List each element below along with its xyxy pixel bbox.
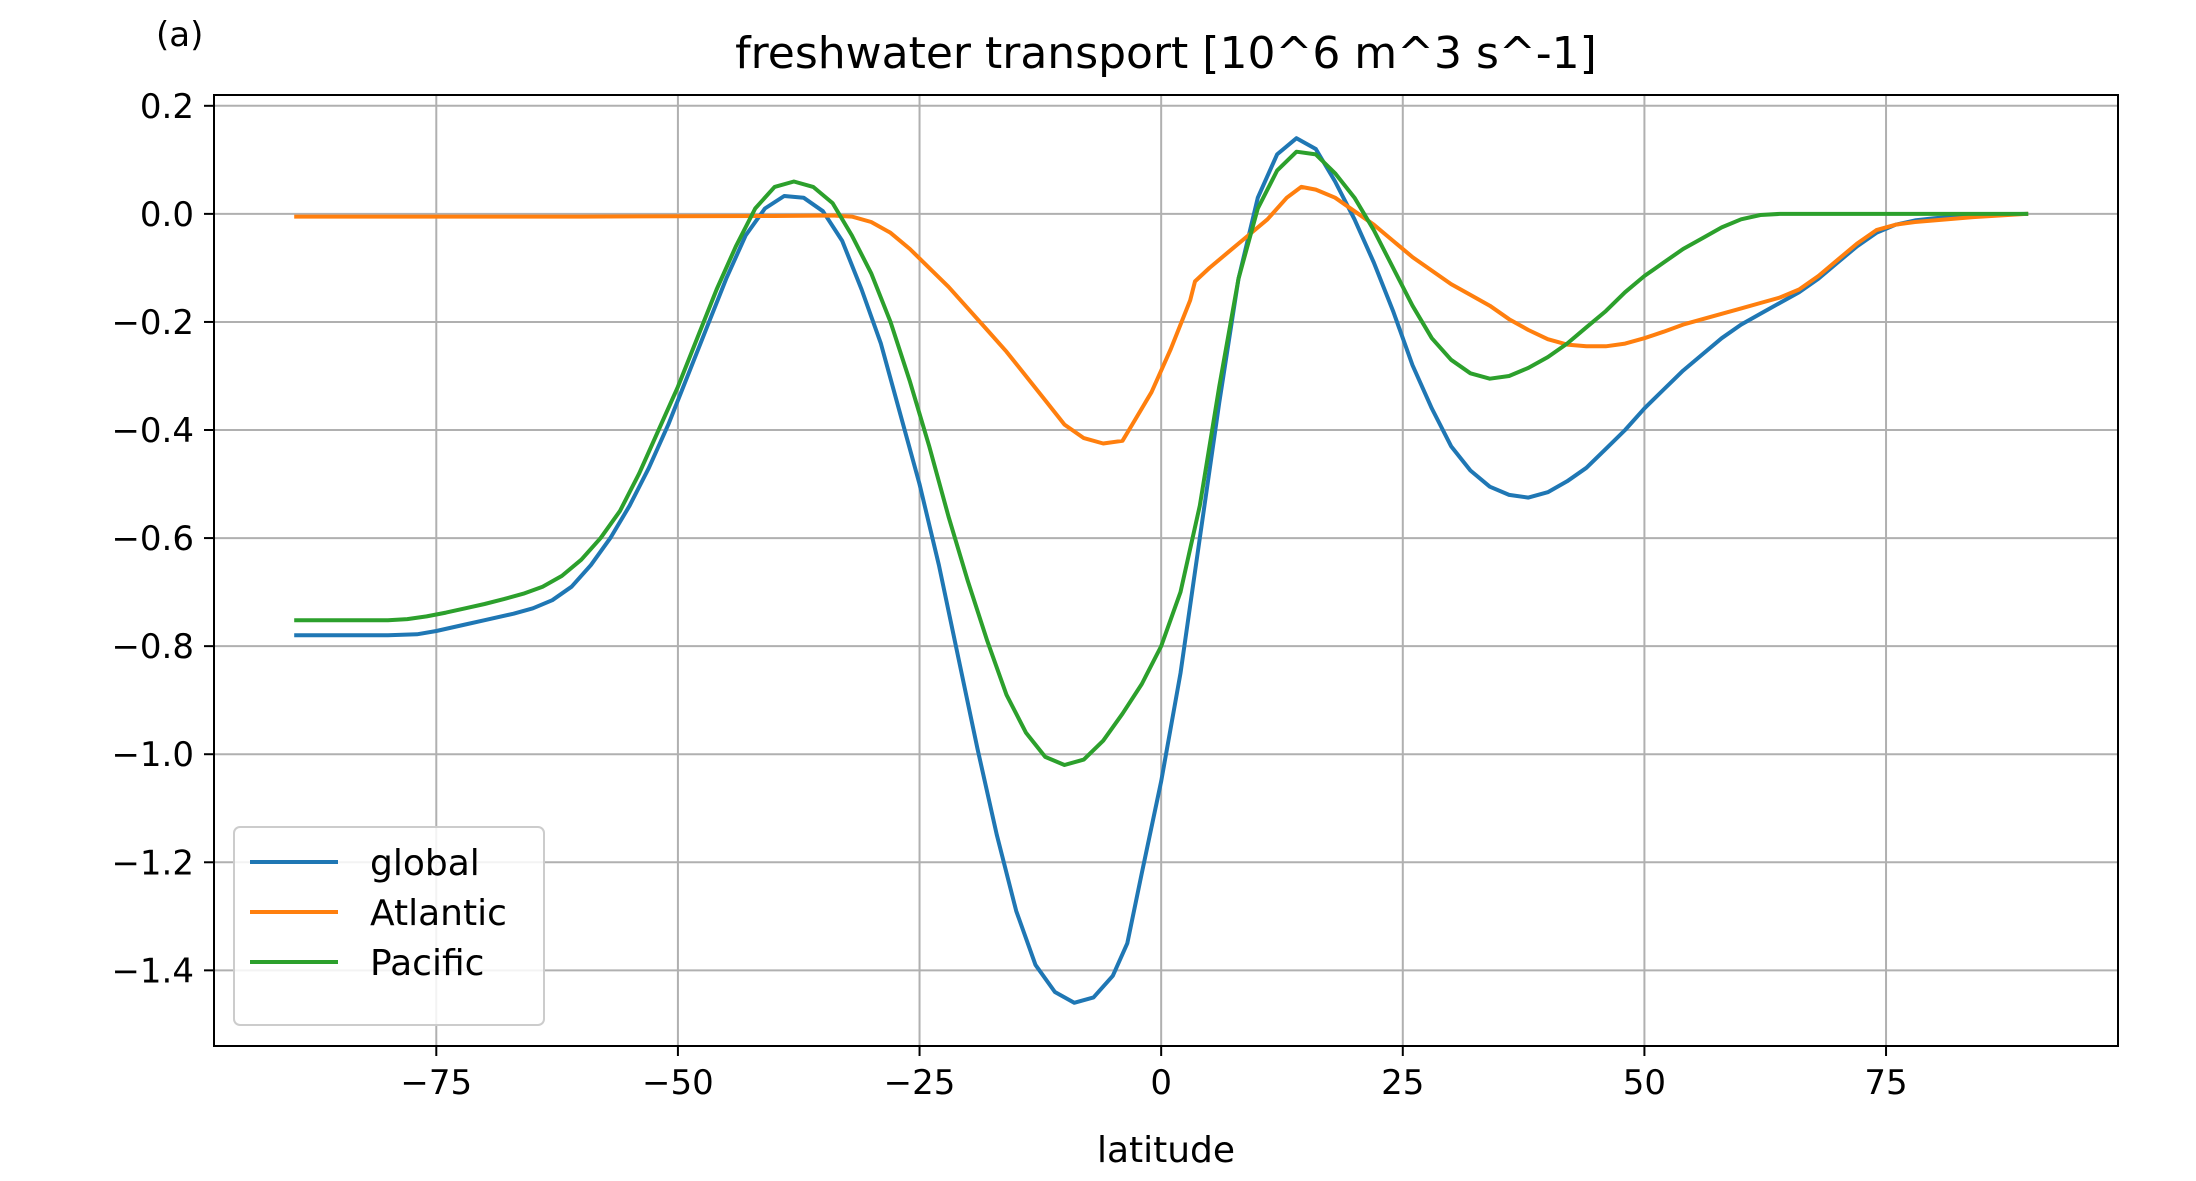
axis-ticks: −75 −50 −25 0 25 50 75 0.2 0.0 −0.2 −0.4 −0.6 −0.8 −1… xyxy=(111,87,1907,1103)
legend-label-pacific: Pacific xyxy=(370,943,484,984)
series-line-pacific xyxy=(294,149,2029,767)
chart-title: freshwater transport [10^6 m^3 s^-1] xyxy=(735,28,1597,79)
y-tick-label: −0.2 xyxy=(111,303,194,343)
x-tick-label: 75 xyxy=(1864,1063,1907,1103)
series-line-global xyxy=(294,136,2029,1005)
x-tick-label: −75 xyxy=(400,1063,472,1103)
y-tick-label: 0.0 xyxy=(140,195,194,235)
y-tick-label: 0.2 xyxy=(140,87,194,127)
series-line-atlantic xyxy=(294,184,2029,446)
y-tick-label: −1.4 xyxy=(111,951,194,991)
legend-label-atlantic: Atlantic xyxy=(370,893,507,934)
y-tick-label: −1.2 xyxy=(111,843,194,883)
x-tick-label: −25 xyxy=(884,1063,956,1103)
y-tick-label: −0.8 xyxy=(111,627,194,667)
legend: global Atlantic Pacific xyxy=(233,826,545,1026)
y-tick-label: −1.0 xyxy=(111,735,194,775)
x-tick-label: 0 xyxy=(1150,1063,1172,1103)
legend-label-global: global xyxy=(370,843,480,884)
series-lines xyxy=(294,136,2029,1005)
x-tick-label: −50 xyxy=(642,1063,714,1103)
plot-frame xyxy=(213,94,2119,1047)
legend-frame xyxy=(233,826,545,1026)
panel-label: (a) xyxy=(156,15,203,55)
x-tick-label: 25 xyxy=(1381,1063,1424,1103)
y-tick-label: −0.4 xyxy=(111,411,194,451)
y-tick-label: −0.6 xyxy=(111,519,194,559)
x-tick-label: 50 xyxy=(1623,1063,1666,1103)
x-axis-label: latitude xyxy=(1097,1130,1235,1171)
